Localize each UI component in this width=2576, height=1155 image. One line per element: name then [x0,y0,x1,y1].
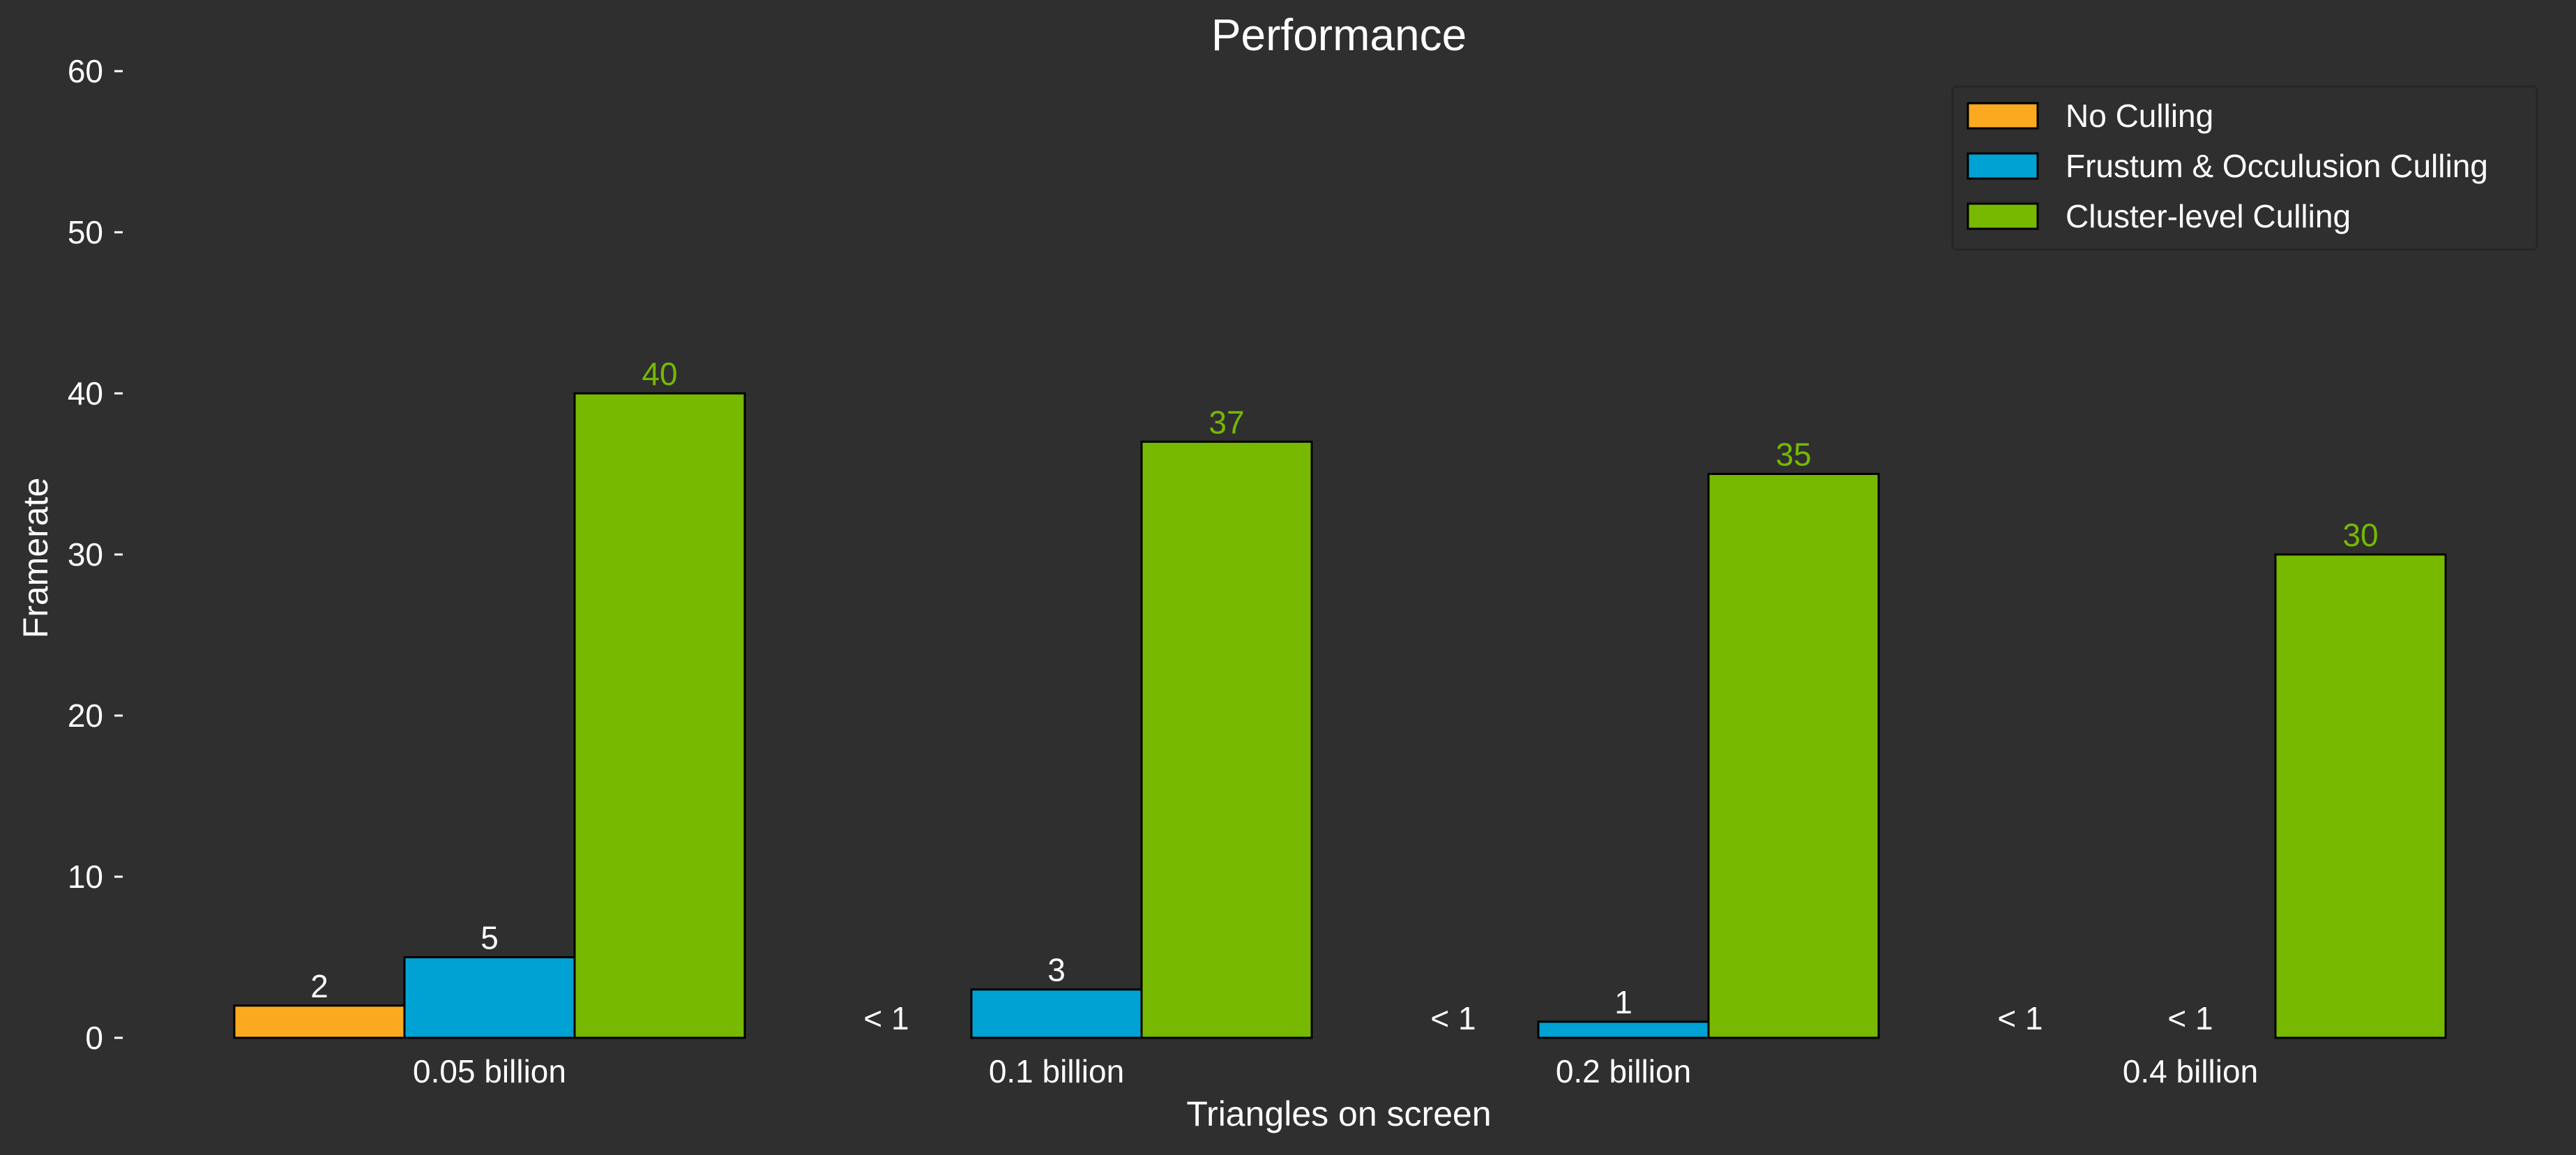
y-tick-label: 60 [68,53,103,89]
y-tick-label: 10 [68,859,103,895]
bar-value-label: < 1 [2167,1000,2213,1036]
x-tick-label: 0.05 billion [413,1053,566,1089]
bar-value-label: 30 [2342,517,2378,553]
bar [233,1004,406,1039]
x-tick-label: 0.1 billion [989,1053,1124,1089]
legend-entry-label: Frustum & Occulusion Culling [2066,148,2488,184]
bar-value-label: 35 [1775,437,1811,473]
legend-swatch [1967,202,2039,230]
bar [970,988,1143,1039]
y-tick-label: 30 [68,536,103,573]
y-axis-label: Framerate [16,478,55,639]
x-tick-label: 0.2 billion [1556,1053,1691,1089]
bar-value-label: 37 [1209,404,1244,440]
bar [1537,1020,1710,1039]
bar [1140,440,1313,1039]
legend-swatch [1967,102,2039,130]
bar-value-label: 2 [310,968,328,1004]
bar [2274,553,2447,1039]
bar [403,956,576,1039]
chart-title: Performance [1211,10,1467,60]
bar-value-label: < 1 [1430,1000,1476,1036]
x-axis: 0.05 billion 0.1 billion 0.2 billion 0.4 bi… [413,1053,2258,1089]
bar-value-label: < 1 [863,1000,909,1036]
y-tick-label: 20 [68,697,103,734]
y-tick-label: 50 [68,214,103,250]
bar [573,392,746,1039]
y-tick-label: 40 [68,375,103,412]
x-tick-label: 0.4 billion [2123,1053,2258,1089]
bar-value-label: 5 [480,920,499,956]
bar [1707,473,1880,1039]
x-axis-label: Triangles on screen [1186,1094,1491,1133]
y-tick-label: 0 [85,1020,103,1056]
legend-swatch [1967,152,2039,180]
bars: 2 < 1 < 1 < 1 5 3 1 < 1 40 37 35 30 [233,356,2447,1039]
legend-entry-label: No Culling [2066,98,2213,134]
bar-value-label: < 1 [1997,1000,2043,1036]
legend-box [1951,85,2538,251]
legend: No Culling Frustum & Occulusion Culling Cl… [1951,85,2538,251]
bar-value-label: 40 [642,356,677,392]
bar-value-label: 3 [1047,952,1066,988]
bar-value-label: 1 [1614,984,1632,1020]
y-axis: 0 10 20 30 40 50 60 [68,53,123,1056]
legend-entry-label: Cluster-level Culling [2066,198,2351,234]
